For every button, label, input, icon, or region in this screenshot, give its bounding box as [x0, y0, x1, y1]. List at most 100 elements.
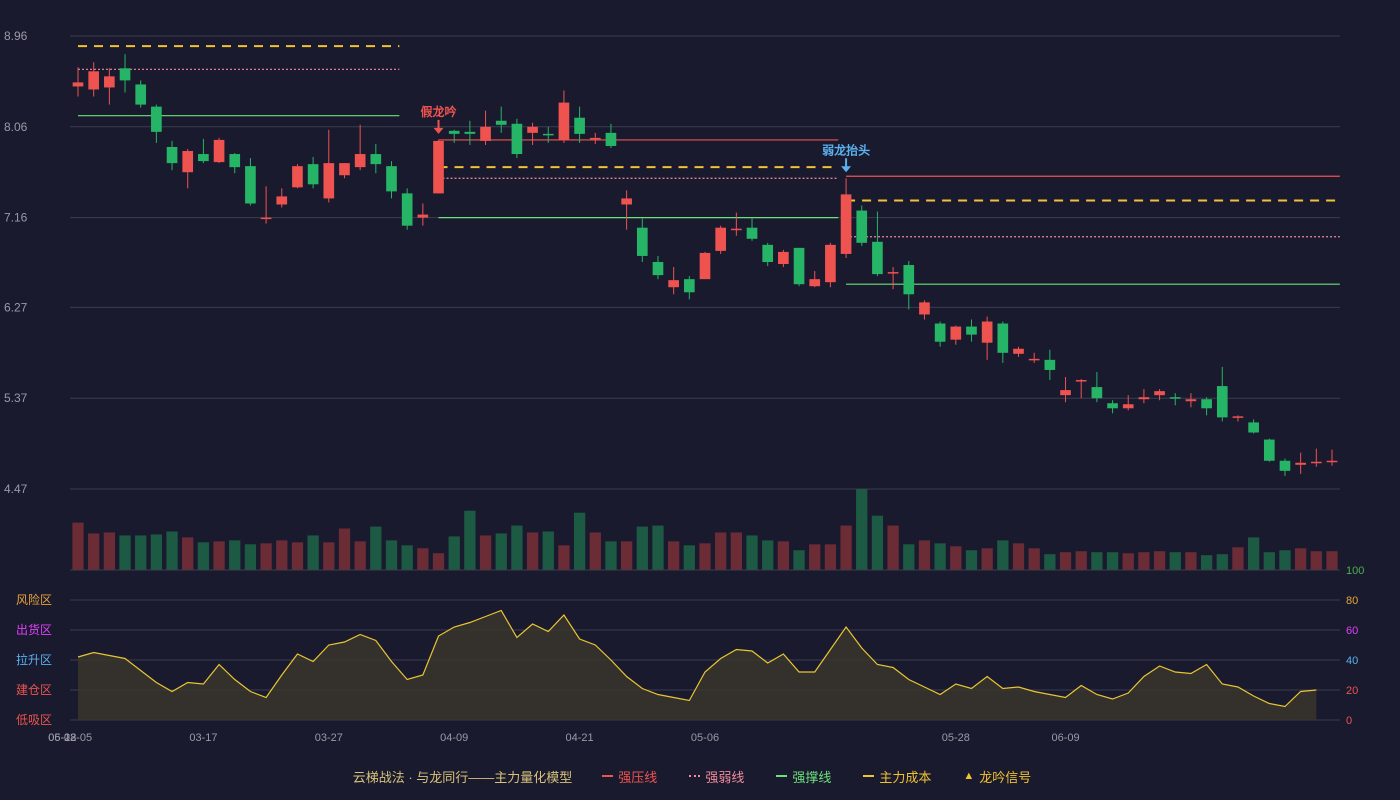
legend-swatch-support — [776, 775, 788, 777]
volume-bar — [730, 532, 742, 570]
legend-label-resist: 强压线 — [618, 769, 658, 785]
legend-item-cost[interactable]: 主力成本 — [863, 767, 931, 786]
candle-body — [72, 82, 84, 87]
volume-bar — [1200, 555, 1213, 570]
volume-bar — [573, 512, 586, 570]
legend-swatch-resist — [602, 775, 614, 777]
indicator-tick-label: 0 — [1346, 715, 1352, 727]
candle-body — [856, 210, 868, 243]
candle-body — [825, 244, 836, 283]
volume-bar — [166, 531, 178, 570]
volume-bar — [918, 540, 931, 570]
candle-body — [151, 106, 162, 132]
candle-body — [104, 76, 115, 88]
x-tick-label: 05-28 — [942, 732, 970, 744]
legend-label-weak: 强弱线 — [705, 769, 745, 785]
candle-body — [182, 151, 194, 173]
candle-body — [213, 139, 225, 163]
candlestick-chart: 4.47 5.37 6.27 7.16 8.06 8.96 0 20 40 60 80 100 风险区出… — [4, 29, 1364, 744]
volume-bar — [1310, 551, 1322, 570]
legend-item-weak[interactable]: 强弱线 — [689, 767, 744, 786]
volume-bar — [1263, 552, 1275, 570]
candle-body — [119, 68, 131, 81]
price-tick-label: 6.27 — [4, 300, 28, 314]
candle-body — [731, 228, 742, 231]
volume-bar — [856, 489, 868, 570]
candle-body — [950, 326, 962, 340]
candle-body — [1091, 387, 1103, 399]
indicator-tick-label: 60 — [1346, 625, 1358, 637]
candle-body — [934, 323, 946, 342]
volume-bar — [511, 525, 523, 570]
candle-body — [433, 140, 444, 194]
volume-bar — [1075, 551, 1087, 570]
candle-body — [527, 126, 538, 133]
volume-bar — [479, 535, 492, 570]
candle-body — [919, 302, 930, 315]
x-tick-label: 04-21 — [566, 732, 594, 744]
legend-item-support[interactable]: 强撑线 — [776, 767, 831, 786]
candle-body — [292, 166, 303, 188]
legend-item-signal[interactable]: ▲ 龙吟信号 — [963, 767, 1031, 786]
volume-bar — [1216, 554, 1228, 570]
candle-body — [1060, 390, 1071, 396]
candle-body — [966, 326, 977, 335]
candle-body — [1044, 359, 1056, 370]
volume-bar — [1012, 543, 1025, 570]
candle-body — [448, 130, 460, 134]
candle-body — [746, 227, 758, 239]
volume-bar — [762, 540, 774, 570]
candle-body — [621, 198, 632, 205]
volume-bar — [887, 525, 899, 570]
candle-body — [166, 146, 178, 164]
candle-body — [997, 323, 1009, 353]
volume-bar — [401, 545, 413, 570]
candle-body — [605, 132, 617, 146]
candle-body — [1169, 397, 1181, 399]
volume-bar — [683, 545, 695, 570]
candle-body — [652, 261, 664, 276]
candle-body — [699, 252, 711, 280]
candle-body — [386, 166, 397, 192]
volume-bar — [354, 541, 366, 570]
volume-bar — [72, 522, 84, 570]
legend-swatch-weak — [689, 775, 701, 777]
indicator-zone-label: 拉升区 — [16, 652, 52, 667]
candle-body — [276, 196, 288, 205]
volume-bar — [276, 540, 288, 570]
candle-body — [354, 154, 366, 168]
candle-body — [307, 164, 319, 185]
volume-bar — [777, 541, 790, 570]
volume-bar — [1106, 552, 1119, 570]
indicator-tick-label: 40 — [1346, 655, 1358, 667]
price-tick-label: 5.37 — [4, 391, 28, 405]
volume-bar — [699, 543, 711, 570]
volume-bar — [1279, 550, 1291, 570]
volume-bar — [1044, 554, 1056, 570]
signal-arrow-icon — [433, 127, 444, 134]
x-tick-label: 06-22 — [48, 732, 76, 744]
candle-body — [715, 227, 727, 251]
legend-label-cost: 主力成本 — [879, 769, 932, 785]
price-tick-label: 4.47 — [4, 482, 28, 496]
volume-bar — [840, 525, 852, 570]
volume-bar — [605, 541, 617, 570]
volume-bar — [1059, 552, 1072, 570]
price-tick-label: 8.96 — [4, 29, 28, 43]
candle-body — [1138, 397, 1150, 400]
candle-body — [1248, 422, 1259, 433]
volume-bar — [1091, 552, 1103, 570]
candle-body — [1013, 348, 1024, 354]
volume-bar — [370, 526, 382, 570]
volume-bar — [495, 533, 507, 570]
volume-bar — [323, 542, 335, 570]
x-tick-label: 04-09 — [440, 732, 468, 744]
volume-bar — [652, 525, 664, 570]
legend-item-resist[interactable]: 强压线 — [602, 767, 657, 786]
volume-bar — [338, 528, 351, 570]
candle-body — [401, 193, 413, 226]
indicator-zone-label: 风险区 — [16, 592, 52, 607]
volume-bar — [558, 545, 570, 570]
candle-body — [903, 265, 915, 295]
candle-body — [1107, 403, 1118, 409]
